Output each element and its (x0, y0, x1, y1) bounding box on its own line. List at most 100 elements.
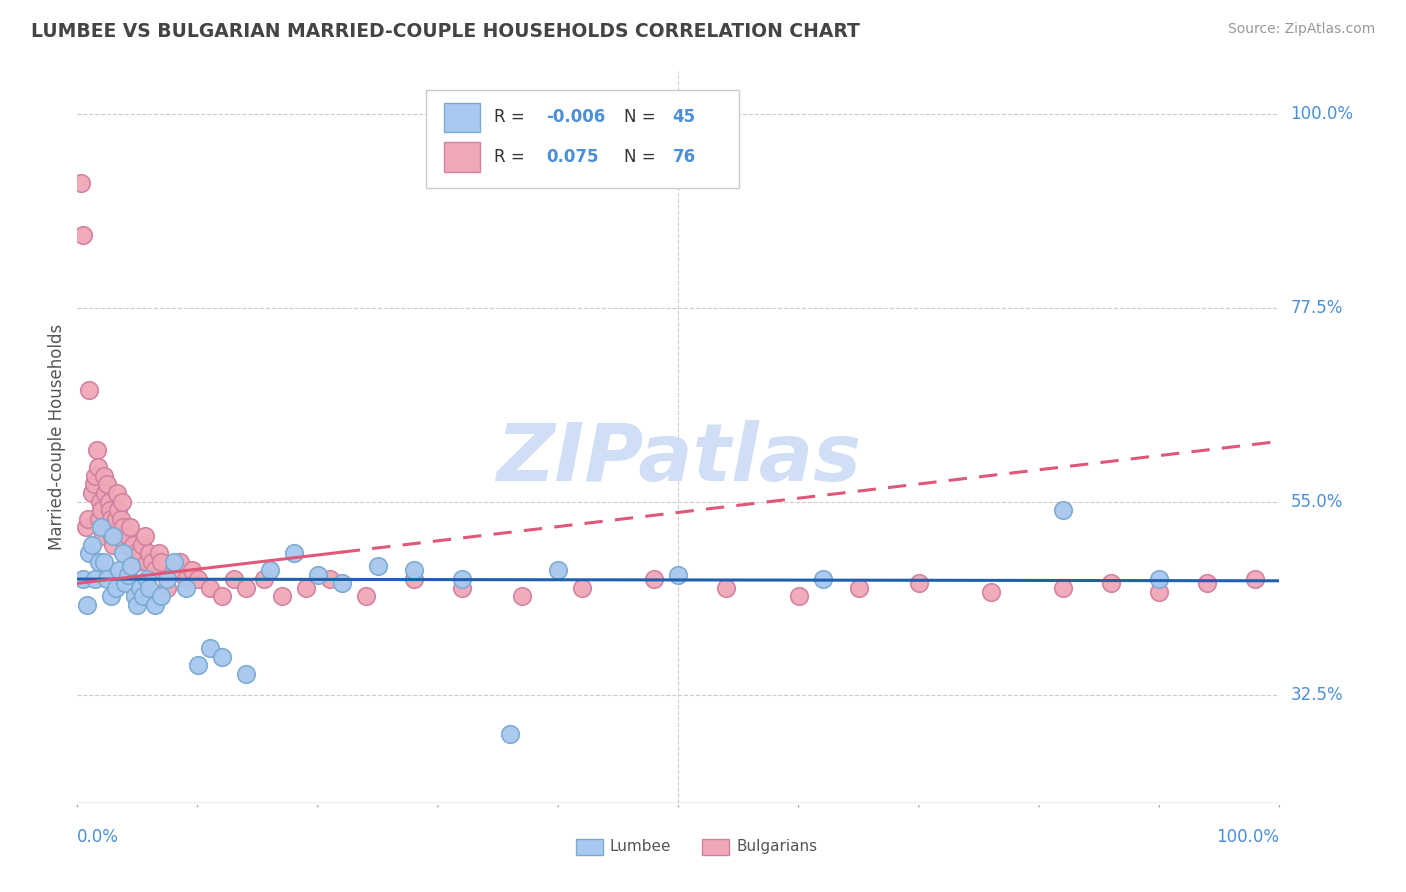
Point (162, 564, 184, 578)
Point (117, 529, 139, 543)
Point (319, 572, 342, 586)
Text: Source: ZipAtlas.com: Source: ZipAtlas.com (1227, 22, 1375, 37)
Point (80, 538, 103, 552)
Point (643, 572, 665, 586)
Point (211, 649, 233, 664)
Point (180, 564, 202, 578)
Point (80, 486, 103, 500)
Point (1099, 576, 1122, 591)
Point (547, 564, 569, 578)
Text: 45: 45 (672, 109, 696, 127)
Point (100, 589, 122, 603)
Text: -0.006: -0.006 (546, 109, 606, 127)
Point (104, 512, 127, 526)
FancyBboxPatch shape (444, 143, 479, 171)
Point (169, 555, 191, 569)
Point (136, 572, 159, 586)
Point (104, 581, 127, 595)
Point (716, 581, 738, 595)
Point (283, 546, 305, 560)
Text: 0.075: 0.075 (546, 148, 599, 166)
Point (94, 486, 117, 500)
Point (354, 589, 377, 603)
Point (668, 567, 690, 582)
Point (97, 494, 120, 508)
FancyBboxPatch shape (576, 839, 603, 855)
Point (1149, 572, 1171, 586)
Text: 77.5%: 77.5% (1291, 299, 1343, 317)
Point (111, 494, 134, 508)
Point (110, 512, 132, 526)
Text: 76: 76 (672, 148, 696, 166)
Text: 55.0%: 55.0% (1291, 492, 1343, 510)
Point (111, 520, 134, 534)
Text: N =: N = (624, 109, 661, 127)
Point (79, 383, 101, 397)
Point (402, 564, 425, 578)
Point (848, 581, 870, 595)
Point (90, 503, 112, 517)
Point (83, 477, 105, 491)
Point (1244, 572, 1267, 586)
Point (117, 567, 139, 582)
Point (145, 598, 167, 612)
Point (111, 546, 134, 560)
Point (75, 520, 97, 534)
FancyBboxPatch shape (444, 103, 479, 132)
Point (451, 572, 474, 586)
Y-axis label: Married-couple Households: Married-couple Households (48, 324, 66, 550)
Point (150, 555, 173, 569)
Point (120, 520, 142, 534)
Point (253, 572, 276, 586)
Point (93, 555, 115, 569)
Point (1149, 585, 1171, 599)
Text: Lumbee: Lumbee (610, 839, 672, 855)
Point (96, 572, 118, 586)
Text: 100.0%: 100.0% (1216, 828, 1279, 846)
Point (96, 477, 118, 491)
Point (128, 546, 150, 560)
Point (211, 589, 233, 603)
Point (908, 576, 931, 591)
Point (174, 581, 197, 595)
Point (510, 589, 533, 603)
Point (141, 555, 163, 569)
Point (128, 581, 150, 595)
Point (77, 512, 100, 526)
Point (1197, 576, 1219, 591)
Point (402, 572, 425, 586)
Point (367, 559, 389, 574)
Point (270, 589, 292, 603)
Point (186, 572, 209, 586)
Point (1052, 581, 1074, 595)
Point (91, 529, 114, 543)
Point (72, 227, 94, 242)
Point (294, 581, 316, 595)
Text: ZIPatlas: ZIPatlas (496, 420, 860, 498)
Point (100, 512, 122, 526)
Point (156, 572, 179, 586)
Point (124, 546, 146, 560)
FancyBboxPatch shape (426, 90, 738, 188)
Point (87, 460, 110, 475)
Point (571, 581, 593, 595)
Point (330, 576, 353, 591)
Point (145, 564, 167, 578)
Point (134, 529, 156, 543)
Point (138, 546, 160, 560)
Point (103, 538, 125, 552)
Point (787, 589, 810, 603)
Point (162, 555, 184, 569)
Point (84, 572, 107, 586)
Point (186, 658, 209, 673)
Point (259, 564, 281, 578)
Point (84, 468, 107, 483)
Point (89, 494, 111, 508)
Text: LUMBEE VS BULGARIAN MARRIED-COUPLE HOUSEHOLDS CORRELATION CHART: LUMBEE VS BULGARIAN MARRIED-COUPLE HOUSE… (31, 22, 860, 41)
Point (86, 442, 108, 457)
Point (87, 555, 110, 569)
Point (124, 589, 146, 603)
Point (114, 538, 136, 552)
Point (127, 598, 149, 612)
Point (104, 520, 127, 534)
